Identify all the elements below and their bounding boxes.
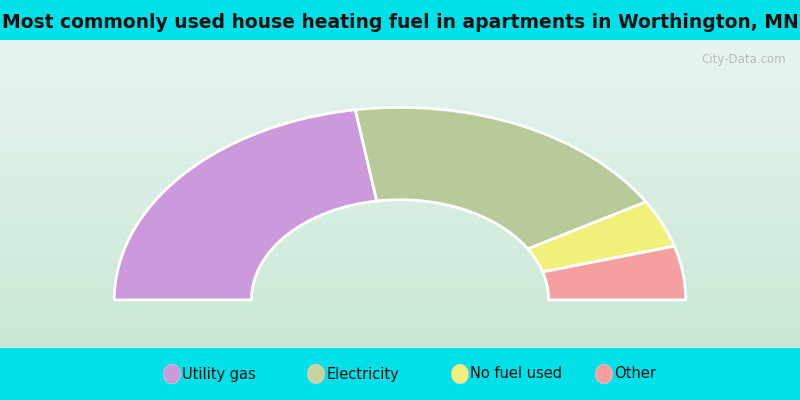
Wedge shape [114, 110, 377, 300]
Text: Most commonly used house heating fuel in apartments in Worthington, MN: Most commonly used house heating fuel in… [2, 12, 798, 32]
Text: Electricity: Electricity [326, 366, 399, 382]
Wedge shape [528, 202, 674, 272]
Wedge shape [355, 107, 646, 249]
Text: Utility gas: Utility gas [182, 366, 256, 382]
Ellipse shape [595, 364, 613, 384]
Wedge shape [542, 246, 686, 300]
Text: Other: Other [614, 366, 656, 382]
Text: No fuel used: No fuel used [470, 366, 562, 382]
Ellipse shape [451, 364, 469, 384]
Ellipse shape [163, 364, 181, 384]
Text: City-Data.com: City-Data.com [701, 54, 786, 66]
Ellipse shape [307, 364, 325, 384]
